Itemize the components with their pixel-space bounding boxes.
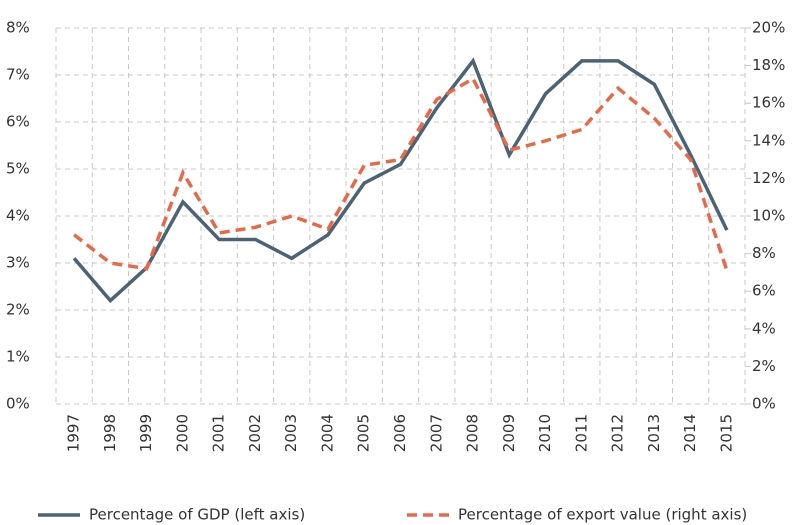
x-tick-label: 2003 — [282, 414, 300, 452]
x-tick-label: 2008 — [464, 414, 482, 452]
legend-label: Percentage of export value (right axis) — [458, 506, 747, 524]
x-tick-label: 2005 — [355, 414, 373, 452]
y2-tick-label: 16% — [752, 94, 785, 112]
x-tick-label: 2009 — [500, 414, 518, 452]
x-tick-label: 2004 — [318, 414, 336, 452]
x-tick-label: 1998 — [101, 414, 119, 452]
x-tick-label: 2007 — [427, 414, 445, 452]
y-tick-label: 0% — [6, 395, 30, 413]
y2-tick-label: 2% — [752, 357, 776, 375]
y2-tick-label: 4% — [752, 319, 776, 337]
x-tick-label: 2002 — [246, 414, 264, 452]
x-tick-label: 2013 — [645, 414, 663, 452]
y-tick-label: 7% — [6, 66, 30, 84]
x-tick-label: 1999 — [137, 414, 155, 452]
y-tick-label: 2% — [6, 301, 30, 319]
y2-tick-label: 6% — [752, 282, 776, 300]
y2-tick-label: 18% — [752, 56, 785, 74]
x-tick-label: 2006 — [391, 414, 409, 452]
x-tick-label: 2012 — [609, 414, 627, 452]
y-tick-label: 3% — [6, 254, 30, 272]
y-tick-label: 4% — [6, 207, 30, 225]
legend-label: Percentage of GDP (left axis) — [89, 506, 305, 524]
series-line — [72, 57, 729, 304]
y2-tick-label: 8% — [752, 244, 776, 262]
x-tick-label: 2011 — [572, 414, 590, 452]
y2-tick-label: 14% — [752, 131, 785, 149]
y2-tick-label: 0% — [752, 395, 776, 413]
y-tick-label: 6% — [6, 113, 30, 131]
x-tick-label: 2010 — [536, 414, 554, 452]
y-tick-label: 1% — [6, 348, 30, 366]
x-tick-label: 2000 — [173, 414, 191, 452]
x-tick-label: 2015 — [717, 414, 735, 452]
x-tick-label: 2001 — [210, 414, 228, 452]
y-tick-label: 5% — [6, 160, 30, 178]
y-tick-label: 8% — [6, 19, 30, 37]
y2-tick-label: 10% — [752, 207, 785, 225]
series-line — [73, 76, 729, 272]
y2-tick-label: 12% — [752, 169, 785, 187]
x-tick-label: 1997 — [65, 414, 83, 452]
x-tick-label: 2014 — [681, 414, 699, 452]
y2-tick-label: 20% — [752, 19, 785, 37]
